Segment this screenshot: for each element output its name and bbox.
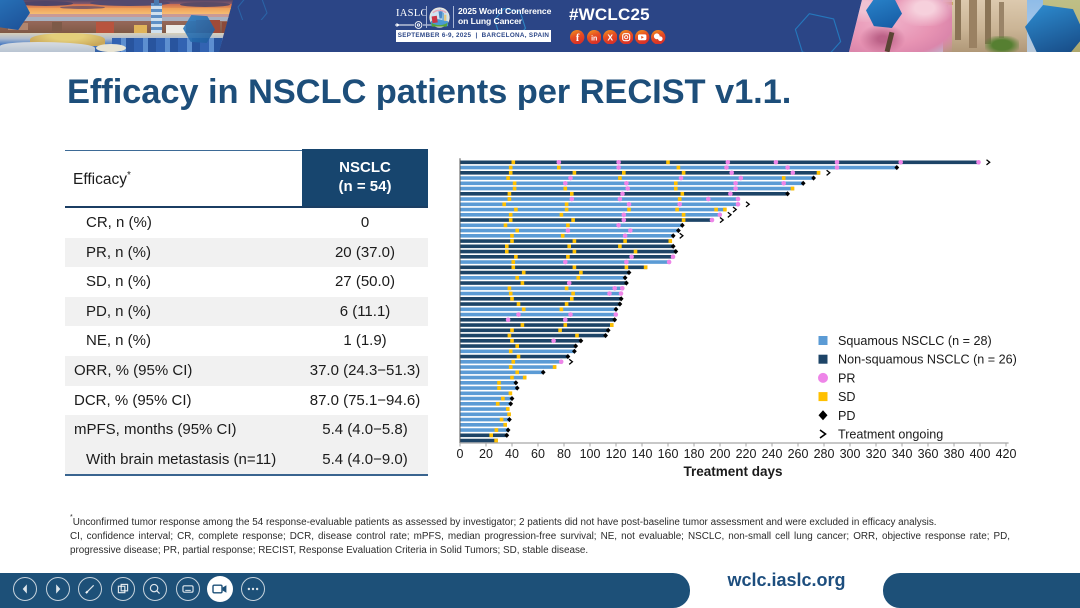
svg-text:420: 420 <box>996 447 1017 461</box>
svg-text:60: 60 <box>531 447 545 461</box>
svg-text:80: 80 <box>557 447 571 461</box>
svg-text:160: 160 <box>658 447 679 461</box>
svg-text:360: 360 <box>918 447 939 461</box>
svg-text:380: 380 <box>944 447 965 461</box>
svg-text:PR: PR <box>838 371 856 385</box>
svg-text:Non-squamous NSCLC (n = 26): Non-squamous NSCLC (n = 26) <box>838 353 1017 367</box>
svg-text:240: 240 <box>762 447 783 461</box>
svg-text:Treatment days: Treatment days <box>683 464 782 479</box>
svg-text:SD: SD <box>838 390 856 404</box>
svg-text:400: 400 <box>970 447 991 461</box>
svg-text:280: 280 <box>814 447 835 461</box>
svg-text:in: in <box>591 35 597 42</box>
svg-text:260: 260 <box>788 447 809 461</box>
svg-text:140: 140 <box>632 447 653 461</box>
svg-text:180: 180 <box>684 447 705 461</box>
svg-text:300: 300 <box>840 447 861 461</box>
svg-text:40: 40 <box>505 447 519 461</box>
svg-text:120: 120 <box>606 447 627 461</box>
svg-text:Treatment ongoing: Treatment ongoing <box>838 428 943 442</box>
svg-text:X: X <box>607 32 613 42</box>
svg-text:320: 320 <box>866 447 887 461</box>
svg-text:0: 0 <box>457 447 464 461</box>
svg-text:220: 220 <box>736 447 757 461</box>
svg-text:IASLC: IASLC <box>396 8 428 19</box>
svg-text:20: 20 <box>479 447 493 461</box>
svg-text:PD: PD <box>838 409 856 423</box>
svg-text:f: f <box>576 33 580 44</box>
svg-text:340: 340 <box>892 447 913 461</box>
svg-text:100: 100 <box>580 447 601 461</box>
svg-text:200: 200 <box>710 447 731 461</box>
svg-text:Squamous NSCLC (n = 28): Squamous NSCLC (n = 28) <box>838 334 992 348</box>
